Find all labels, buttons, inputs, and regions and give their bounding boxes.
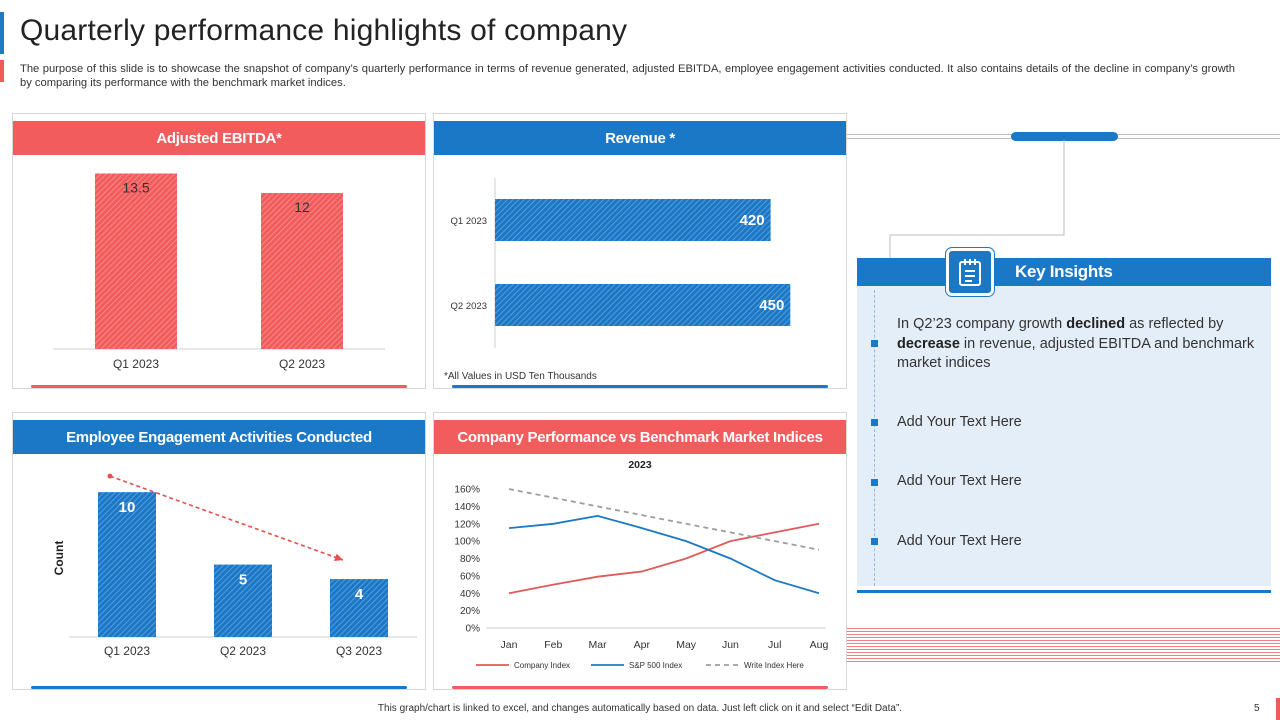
revenue-chart[interactable]: 420 Q1 2023 450 Q2 2023 [434, 114, 846, 388]
chart-subtitle: 2023 [628, 459, 652, 471]
legend-label: Write Index Here [744, 661, 804, 670]
engagement-panel: Employee Engagement Activities Conducted… [12, 412, 426, 690]
performance-header: Company Performance vs Benchmark Market … [434, 420, 846, 454]
x-tick-label: Q2 2023 [220, 644, 266, 658]
y-tick-label: 0% [466, 624, 481, 635]
x-tick-label: May [676, 639, 697, 651]
x-tick-label: Jan [501, 639, 518, 651]
y-tick-label: 40% [460, 589, 480, 600]
y-tick-label: 140% [454, 502, 480, 513]
key-insights-panel [857, 258, 1271, 586]
bar-value-label: 5 [239, 572, 247, 589]
y-tick-label: 80% [460, 554, 480, 565]
engagement-footer-bar [31, 686, 407, 689]
ebitda-bar [95, 173, 177, 349]
bar-value-label: 420 [740, 212, 765, 229]
ebitda-chart[interactable]: 13.5 Q1 2023 12 Q2 2023 [13, 114, 425, 388]
description-accent-bar [0, 60, 4, 82]
bar-value-label: 450 [759, 297, 784, 314]
performance-panel: Company Performance vs Benchmark Market … [433, 412, 847, 690]
revenue-bar [495, 284, 791, 326]
y-tick-label: 100% [454, 537, 480, 548]
revenue-footer-bar [452, 385, 828, 388]
series-line-0 [508, 522, 820, 595]
engagement-bar [214, 564, 272, 637]
connector-pill [1011, 132, 1118, 141]
y-tick-label: 60% [460, 571, 480, 582]
title-accent-bar [0, 12, 4, 54]
performance-footer-bar [452, 686, 828, 689]
bar-value-label: 13.5 [122, 180, 149, 196]
engagement-header: Employee Engagement Activities Conducted [13, 420, 425, 454]
decorative-stripes [847, 628, 1280, 664]
performance-chart[interactable]: 2023 0% 20% 40% 60% 80% 100% 120% 140% 160% Jan Feb… [434, 413, 846, 689]
x-tick-label: Jul [768, 639, 781, 651]
y-axis-title: Count [52, 541, 66, 576]
legend-label: S&P 500 Index [629, 661, 682, 670]
ebitda-footer-bar [31, 385, 407, 388]
insight-item-3: Add Your Text Here [897, 473, 1022, 489]
ebitda-bar [261, 193, 343, 349]
x-tick-label: Q1 2023 [104, 644, 150, 658]
trend-arrow-start [107, 473, 113, 479]
footer-note: This graph/chart is linked to excel, and… [377, 703, 903, 714]
key-insights-bottom-bar [857, 590, 1271, 593]
y-tick-label: Q1 2023 [451, 216, 487, 227]
x-tick-label: Q1 2023 [113, 357, 159, 371]
x-tick-label: Aug [810, 639, 829, 651]
insight-bullet [871, 340, 878, 347]
insight-item-1: In Q2’23 company growth declined as refl… [897, 316, 1255, 371]
bar-value-label: 4 [355, 586, 364, 603]
revenue-bar [495, 199, 771, 241]
bar-value-label: 12 [294, 199, 310, 215]
revenue-note: *All Values in USD Ten Thousands [444, 371, 597, 382]
revenue-panel: Revenue * 420 Q1 2023 450 Q2 2023 *All Valu… [433, 113, 847, 389]
x-tick-label: Apr [634, 639, 651, 651]
engagement-bar [330, 579, 388, 637]
page-accent-bar [1276, 698, 1280, 720]
series-line-1 [508, 514, 820, 595]
x-tick-label: Q2 2023 [279, 357, 325, 371]
y-tick-label: Q2 2023 [451, 301, 487, 312]
insight-bullet [871, 419, 878, 426]
engagement-chart[interactable]: 10 Q1 2023 5 Q2 2023 4 Q3 2023 Count [13, 413, 425, 689]
insight-item-2: Add Your Text Here [897, 414, 1022, 430]
y-tick-label: 160% [454, 485, 480, 496]
legend-label: Company Index [514, 661, 570, 670]
page-description: The purpose of this slide is to showcase… [20, 63, 1235, 89]
insight-bullet [871, 538, 878, 545]
ebitda-header: Adjusted EBITDA* [13, 121, 425, 155]
notepad-icon [946, 248, 994, 296]
key-insights-title: Key Insights [1015, 262, 1113, 281]
insight-item-4: Add Your Text Here [897, 533, 1022, 549]
x-tick-label: Jun [722, 639, 739, 651]
x-tick-label: Mar [589, 639, 608, 651]
y-tick-label: 120% [454, 519, 480, 530]
ebitda-panel: Adjusted EBITDA* 13.5 Q1 2023 12 Q2 2023 [12, 113, 426, 389]
series-line-2 [508, 488, 820, 551]
insight-bullet [871, 479, 878, 486]
key-insights-header-bar [857, 258, 1271, 286]
x-tick-label: Q3 2023 [336, 644, 382, 658]
page-number: 5 [1254, 703, 1260, 714]
trend-arrow-line [109, 475, 344, 561]
bar-value-label: 10 [119, 499, 136, 516]
trend-arrow-head [334, 553, 343, 561]
engagement-bar [98, 492, 156, 637]
x-tick-label: Feb [544, 639, 562, 651]
y-tick-label: 20% [460, 606, 480, 617]
page-title: Quarterly performance highlights of comp… [20, 14, 628, 47]
key-insights-dashed-line [874, 290, 876, 586]
revenue-header: Revenue * [434, 121, 846, 155]
